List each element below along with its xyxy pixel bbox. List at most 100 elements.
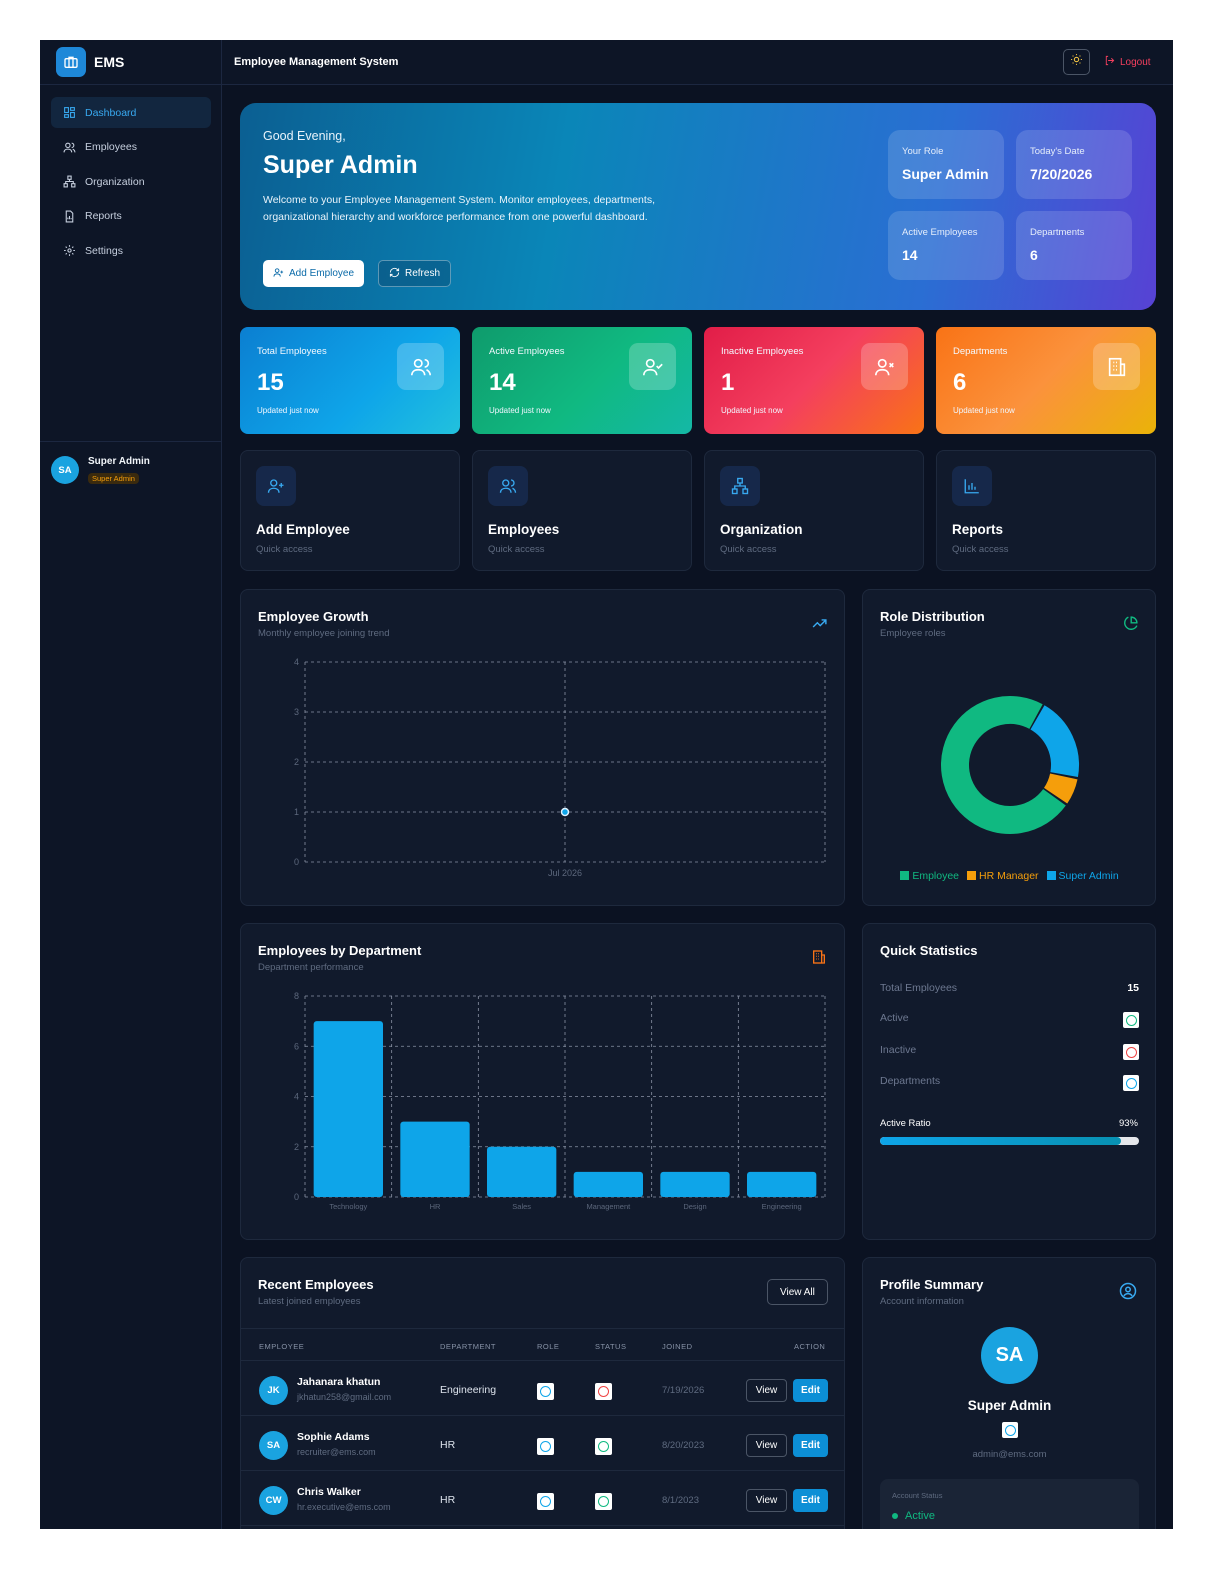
sidebar-item-employees[interactable]: Employees <box>51 132 211 163</box>
data-point <box>560 807 570 817</box>
stat-card-total[interactable]: Total Employees 15 Updated just now <box>240 327 460 434</box>
quick-access-reports[interactable]: Reports Quick access <box>936 450 1156 571</box>
employee-joined: 7/19/2026 <box>662 1385 705 1396</box>
hero-name: Super Admin <box>263 151 418 179</box>
x-tick-label: HR <box>430 1202 441 1211</box>
stat-card-active[interactable]: Active Employees 14 Updated just now <box>472 327 692 434</box>
legend-item[interactable]: Super Admin <box>1046 870 1119 882</box>
avatar: CW <box>259 1486 288 1515</box>
legend-item[interactable]: HR Manager <box>967 870 1039 882</box>
sidebar-item-dashboard[interactable]: Dashboard <box>51 97 211 128</box>
active-ratio-bar <box>880 1137 1139 1145</box>
sidebar: EMS Dashboard Employees Organization Rep… <box>40 40 222 1529</box>
view-button[interactable]: View <box>746 1489 787 1512</box>
trending-up-icon <box>810 614 828 632</box>
quick-access-organization[interactable]: Organization Quick access <box>704 450 924 571</box>
sidebar-item-reports[interactable]: Reports <box>51 201 211 232</box>
sidebar-item-label: Organization <box>85 175 145 188</box>
legend-item[interactable]: Employee <box>900 870 959 882</box>
stat-card-inactive[interactable]: Inactive Employees 1 Updated just now <box>704 327 924 434</box>
hero-stat-active: Active Employees 14 <box>888 211 1004 280</box>
status-dot <box>892 1513 898 1519</box>
active-status-icon <box>1123 1012 1139 1028</box>
edit-button[interactable]: Edit <box>793 1434 828 1457</box>
qs-label: Total Employees <box>880 982 958 994</box>
panel-title: Employee Growth <box>258 609 369 624</box>
app-window: EMS Dashboard Employees Organization Rep… <box>40 40 1173 1529</box>
panel-subtitle: Department performance <box>258 962 364 973</box>
add-employee-button[interactable]: Add Employee <box>263 260 365 287</box>
stat-updated: Updated just now <box>489 406 551 415</box>
edit-button[interactable]: Edit <box>793 1489 828 1512</box>
avatar: SA <box>51 456 79 484</box>
profile-avatar: SA <box>981 1327 1038 1384</box>
role-icon <box>537 1383 554 1400</box>
avatar: JK <box>259 1376 288 1405</box>
panel-title: Employees by Department <box>258 943 422 958</box>
refresh-button[interactable]: Refresh <box>378 260 452 287</box>
quick-access-add-employee[interactable]: Add Employee Quick access <box>240 450 460 571</box>
role-chart <box>941 696 1079 834</box>
theme-toggle-button[interactable] <box>1063 49 1090 75</box>
stat-card-departments[interactable]: Departments 6 Updated just now <box>936 327 1156 434</box>
hero-stat-departments: Departments 6 <box>1016 211 1132 280</box>
briefcase-icon[interactable] <box>56 47 86 77</box>
logout-icon <box>1104 55 1115 69</box>
role-icon <box>537 1438 554 1455</box>
sidebar-item-organization[interactable]: Organization <box>51 166 211 197</box>
user-plus-icon <box>256 466 296 506</box>
sidebar-user[interactable]: SA Super Admin Super Admin <box>40 441 222 501</box>
role-badge: Super Admin <box>88 473 139 484</box>
panel-subtitle: Latest joined employees <box>258 1296 361 1307</box>
quick-access-title: Reports <box>952 522 1004 537</box>
growth-chart: 0 1 2 3 4 Jul 2026 <box>294 657 826 878</box>
panel-title: Recent Employees <box>258 1277 374 1292</box>
users-icon <box>62 140 76 154</box>
qs-label: Inactive <box>880 1044 917 1056</box>
logout-button[interactable]: Logout <box>1104 55 1151 69</box>
panel-title: Quick Statistics <box>880 943 978 958</box>
gear-icon <box>62 244 76 258</box>
sidebar-item-label: Employees <box>85 141 137 153</box>
status-icon <box>595 1438 612 1455</box>
employee-name: Jahanara khatun <box>297 1376 381 1388</box>
bar-design <box>660 1171 730 1197</box>
hero-stat-value: 14 <box>902 247 918 263</box>
employee-email: hr.executive@ems.com <box>297 1502 391 1512</box>
x-tick-label: Sales <box>512 1202 531 1211</box>
sidebar-item-label: Settings <box>85 244 123 257</box>
bar-management <box>573 1171 643 1197</box>
quick-access-employees[interactable]: Employees Quick access <box>472 450 692 571</box>
department-panel: Employees by Department Department perfo… <box>240 923 845 1240</box>
stat-updated: Updated just now <box>721 406 783 415</box>
logout-label: Logout <box>1120 56 1151 68</box>
role-legend: Employee HR Manager Super Admin <box>863 870 1155 882</box>
sidebar-item-settings[interactable]: Settings <box>51 235 211 266</box>
view-all-button[interactable]: View All <box>767 1279 828 1305</box>
quick-access-sub: Quick access <box>256 544 313 555</box>
org-chart-icon <box>62 175 76 189</box>
pie-chart-icon <box>1121 614 1139 632</box>
view-button[interactable]: View <box>746 1434 787 1457</box>
edit-button[interactable]: Edit <box>793 1379 828 1402</box>
add-employee-label: Add Employee <box>289 268 355 279</box>
user-x-icon <box>861 343 908 390</box>
quick-access-title: Organization <box>720 522 803 537</box>
account-status-box: Account Status Active <box>880 1479 1139 1529</box>
account-status-value: Active <box>892 1510 935 1522</box>
avatar: SA <box>259 1431 288 1460</box>
hero-stat-value: 7/20/2026 <box>1030 166 1093 182</box>
col-status: STATUS <box>595 1342 627 1351</box>
status-icon <box>595 1383 612 1400</box>
col-joined: JOINED <box>662 1342 693 1351</box>
table-row: JK Jahanara khatun jkhatun258@gmail.com … <box>241 1361 844 1416</box>
stat-updated: Updated just now <box>953 406 1015 415</box>
active-ratio-value: 93% <box>1118 1118 1138 1129</box>
org-chart-icon <box>720 466 760 506</box>
employee-name: Chris Walker <box>297 1486 361 1498</box>
y-tick-label: 2 <box>294 757 299 767</box>
building-icon <box>1093 343 1140 390</box>
employee-name: Sophie Adams <box>297 1431 370 1443</box>
view-button[interactable]: View <box>746 1379 787 1402</box>
y-tick-label: 0 <box>294 857 299 867</box>
